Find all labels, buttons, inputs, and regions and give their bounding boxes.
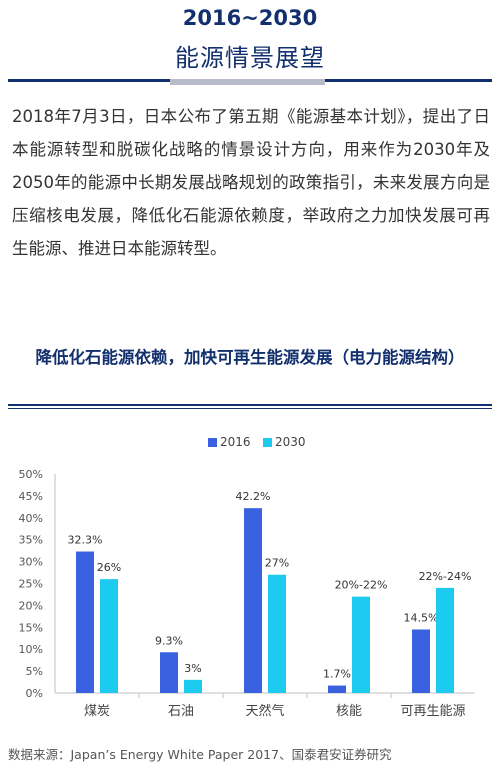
- bar-2016-石油: [160, 652, 178, 693]
- bar-2030-核能: [352, 596, 370, 693]
- section-divider: [8, 404, 492, 406]
- header-title: 能源情景展望: [175, 44, 325, 72]
- y-tick-label: 0%: [26, 687, 43, 700]
- data-source-note: 数据来源：Japan’s Energy White Paper 2017、国泰君…: [8, 747, 392, 762]
- bar-2016-煤炭: [76, 551, 94, 693]
- x-category-label: 可再生能源: [400, 704, 465, 719]
- y-tick-label: 35%: [19, 534, 43, 547]
- y-tick-label: 25%: [19, 578, 43, 591]
- y-tick-label: 50%: [19, 468, 43, 481]
- y-tick-label: 45%: [19, 490, 43, 503]
- y-tick-label: 20%: [19, 599, 43, 612]
- x-category-label: 天然气: [245, 703, 284, 719]
- legend-swatch-2016: [208, 438, 217, 447]
- header-year-range: 2016~2030: [182, 6, 318, 30]
- x-category-label: 核能: [336, 704, 362, 719]
- bar-2016-天然气: [244, 508, 262, 693]
- data-label-2030-煤炭: 26%: [97, 561, 121, 574]
- bar-2030-石油: [184, 679, 202, 693]
- y-tick-label: 15%: [19, 621, 43, 634]
- section-divider-thin: [8, 408, 492, 409]
- data-label-2016-煤炭: 32.3%: [68, 534, 103, 547]
- intro-paragraph: 2018年7月3日，日本公布了第五期《能源基本计划》，提出了日本能源转型和脱碳化…: [12, 107, 490, 258]
- data-label-2016-石油: 9.3%: [155, 634, 183, 647]
- data-label-2030-核能: 20%-22%: [335, 579, 388, 592]
- legend-label-2016: 2016: [220, 435, 251, 449]
- y-tick-label: 30%: [19, 556, 43, 569]
- x-category-label: 石油: [168, 704, 194, 719]
- data-label-2030-可再生能源: 22%-24%: [419, 570, 472, 583]
- chart-section-title: 降低化石能源依赖，加快可再生能源发展（电力能源结构）: [35, 348, 465, 367]
- legend-label-2030: 2030: [275, 435, 306, 449]
- bar-2016-核能: [328, 685, 346, 693]
- energy-mix-bar-chart: 2016 2030 0% 5% 10% 15% 20% 25% 30% 35% 40% 45% 50% 3…: [19, 435, 475, 719]
- y-tick-label: 5%: [26, 665, 43, 678]
- bar-2030-天然气: [268, 574, 286, 693]
- data-label-2016-天然气: 42.2%: [236, 490, 271, 503]
- bar-2030-可再生能源: [436, 587, 454, 693]
- legend-swatch-2030: [263, 438, 272, 447]
- bar-2016-可再生能源: [412, 629, 430, 693]
- data-label-2030-石油: 3%: [184, 662, 201, 675]
- bar-2030-煤炭: [100, 579, 118, 693]
- y-tick-label: 10%: [19, 643, 43, 656]
- data-label-2016-核能: 1.7%: [323, 668, 351, 681]
- y-tick-label: 40%: [19, 512, 43, 525]
- data-label-2016-可再生能源: 14.5%: [404, 611, 439, 624]
- x-category-label: 煤炭: [84, 704, 110, 719]
- header-divider-accent: [170, 79, 325, 85]
- data-label-2030-天然气: 27%: [265, 557, 289, 570]
